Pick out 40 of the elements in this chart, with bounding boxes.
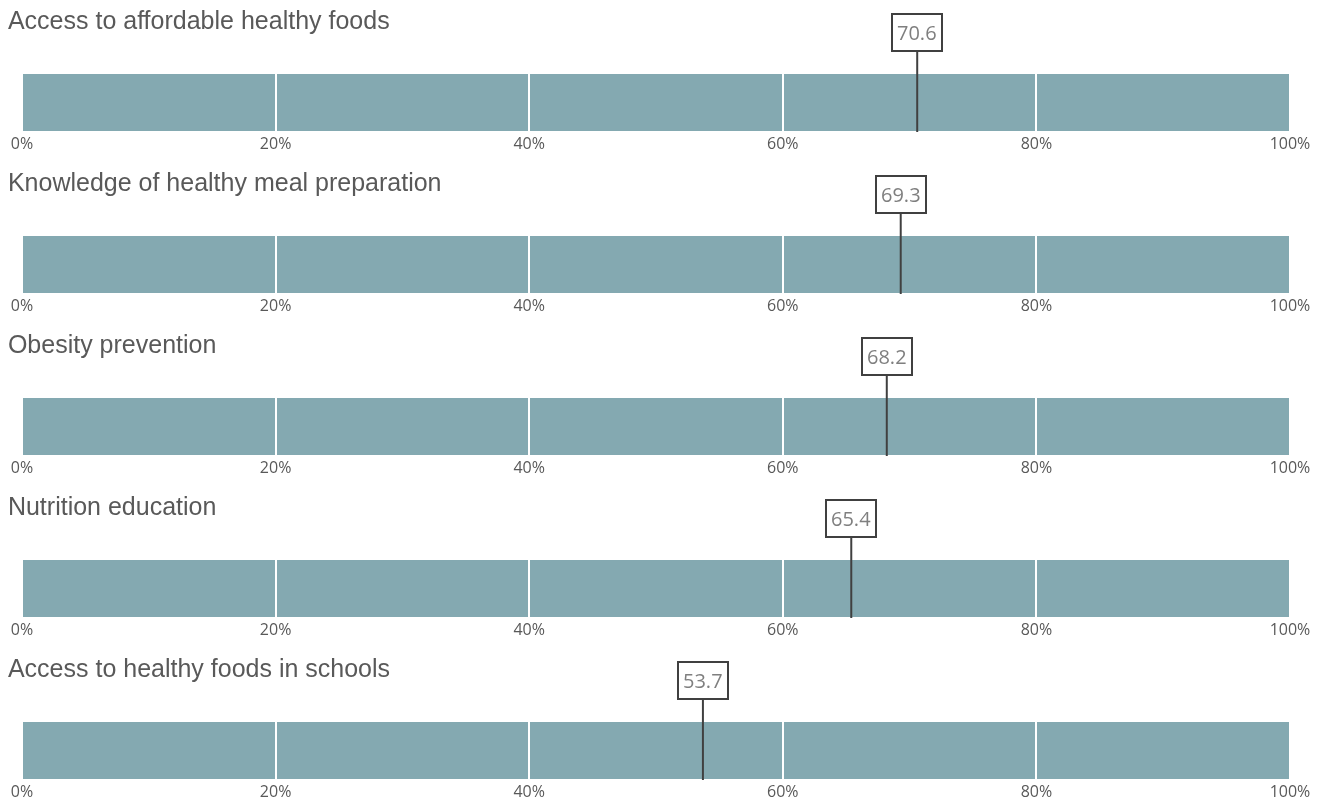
x-tick-label: 60%: [767, 618, 799, 640]
chart-title: Access to affordable healthy foods: [7, 5, 390, 34]
x-tick-label: 80%: [1020, 294, 1053, 316]
x-tick-label: 100%: [1269, 456, 1311, 478]
x-tick-label: 20%: [259, 294, 292, 316]
x-tick-label: 40%: [513, 132, 545, 154]
x-tick-label: 80%: [1020, 618, 1053, 640]
x-tick-label: 60%: [767, 132, 799, 154]
chart-title: Obesity prevention: [7, 329, 217, 358]
x-tick-label: 0%: [10, 294, 34, 316]
chart-title: Nutrition education: [7, 491, 217, 520]
ref-line-label: 69.3: [881, 181, 921, 208]
ref-line-label: 68.2: [867, 343, 907, 370]
x-tick-label: 80%: [1020, 456, 1053, 478]
x-tick-label: 20%: [259, 456, 292, 478]
x-tick-label: 100%: [1269, 780, 1311, 802]
x-tick-label: 0%: [10, 456, 34, 478]
ref-line-label: 65.4: [831, 505, 872, 532]
x-tick-label: 60%: [767, 456, 799, 478]
x-tick-label: 60%: [767, 780, 799, 802]
x-tick-label: 0%: [10, 132, 34, 154]
x-tick-label: 20%: [259, 780, 292, 802]
x-tick-label: 100%: [1269, 294, 1311, 316]
x-tick-label: 0%: [10, 618, 34, 640]
x-tick-label: 40%: [513, 780, 545, 802]
x-tick-label: 40%: [513, 294, 545, 316]
ref-line-label: 70.6: [897, 19, 937, 46]
x-tick-label: 40%: [513, 618, 545, 640]
x-tick-label: 60%: [767, 294, 799, 316]
x-tick-label: 0%: [10, 780, 34, 802]
x-tick-label: 100%: [1269, 618, 1311, 640]
x-tick-label: 80%: [1020, 780, 1053, 802]
chart-title: Access to healthy foods in schools: [7, 653, 391, 682]
ref-line-label: 53.7: [683, 667, 723, 694]
x-tick-label: 20%: [259, 618, 292, 640]
chart-title: Knowledge of healthy meal preparation: [7, 167, 442, 196]
x-tick-label: 20%: [259, 132, 292, 154]
x-tick-label: 40%: [513, 456, 545, 478]
x-tick-label: 100%: [1269, 132, 1311, 154]
x-tick-label: 80%: [1020, 132, 1053, 154]
